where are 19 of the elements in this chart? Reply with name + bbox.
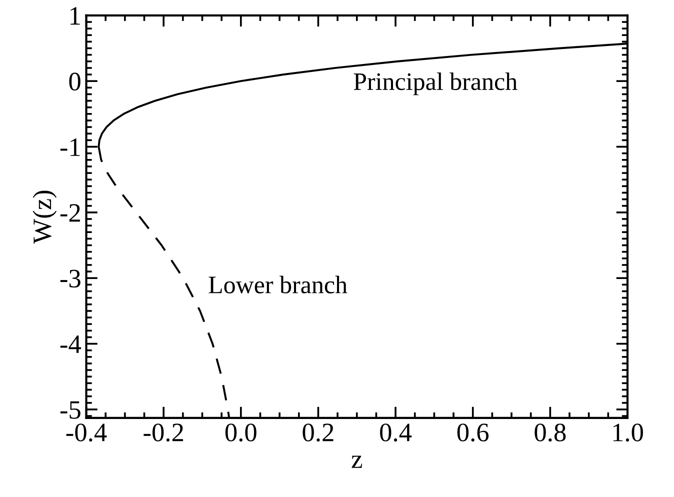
y-tick-label: -4 [60,336,81,353]
x-tick-label: -0.2 [144,424,184,442]
y-tick-label: -3 [60,270,80,288]
x-tick-label: 1.0 [613,424,643,442]
x-tick-label: -0.4 [66,424,107,442]
annotation: Principal branch [354,72,518,96]
x-tick-label: 0.0 [225,424,256,442]
x-tick-label: 0.2 [302,424,334,442]
y-tick-label: -2 [60,204,80,222]
x-axis-title: z [352,456,362,468]
x-tick-label: 0.8 [534,424,566,442]
y-tick-label: -1 [60,138,80,156]
annotation: Lower branch [208,276,348,294]
y-axis-title: W(z) [32,190,57,244]
x-tick-label: 0.4 [380,424,412,442]
y-tick-label: -5 [60,401,80,419]
x-tick-label: 0.6 [457,424,489,442]
y-tick-label: 1 [70,7,80,25]
y-tick-label: 0 [69,72,80,90]
